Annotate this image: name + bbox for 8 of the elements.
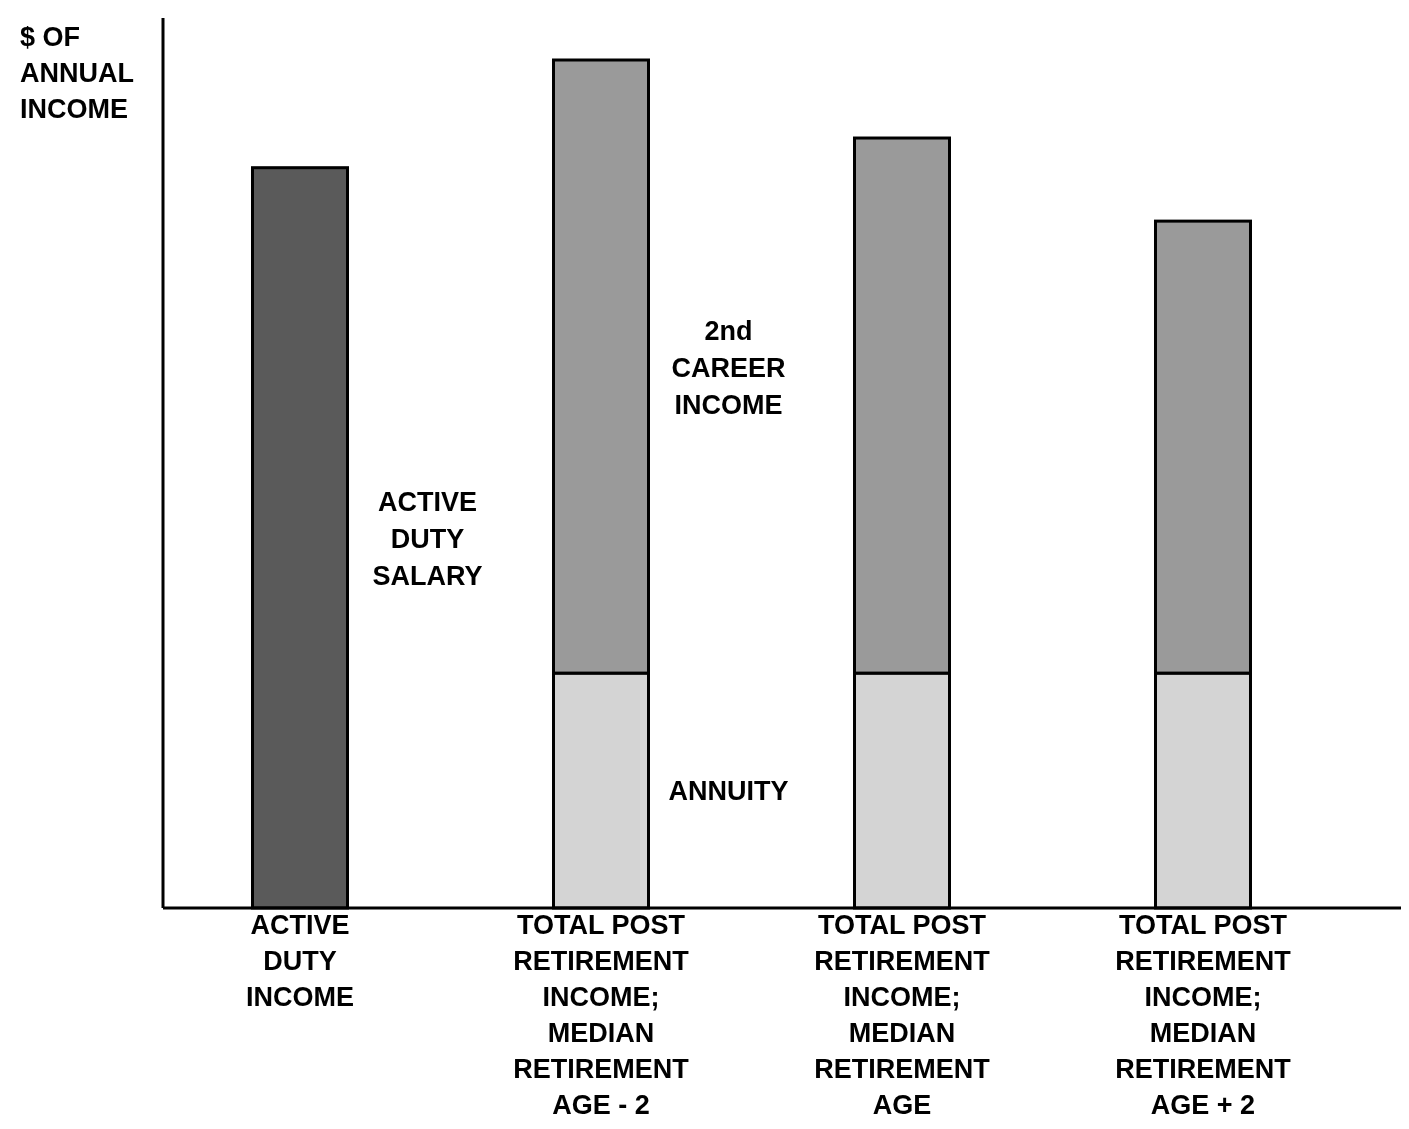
series-label: 2nd CAREER INCOME xyxy=(671,315,786,420)
x-tick-label: TOTAL POST RETIREMENT INCOME; MEDIAN RETIREMENT AGE + 2 xyxy=(1115,910,1292,1120)
x-tick-label: TOTAL POST RETIREMENT INCOME; MEDIAN RETIREMENT AGE xyxy=(814,910,991,1120)
y-axis-title: $ OF ANNUAL INCOME xyxy=(20,22,134,124)
series-label: ANNUITY xyxy=(668,775,789,806)
x-tick-label: ACTIVE DUTY INCOME xyxy=(246,910,354,1012)
x-tick-label: TOTAL POST RETIREMENT INCOME; MEDIAN RETIREMENT AGE - 2 xyxy=(513,910,690,1120)
series-label: ACTIVE DUTY SALARY xyxy=(372,486,483,591)
